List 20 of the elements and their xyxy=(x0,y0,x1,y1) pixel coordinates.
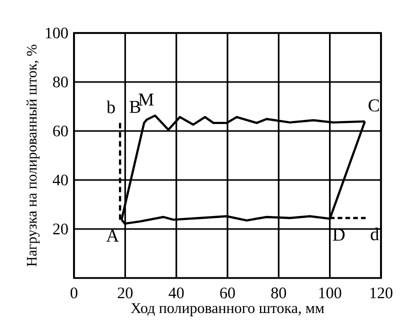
x-tick-label: 0 xyxy=(70,288,78,298)
y-tick-label: 80 xyxy=(53,76,68,88)
x-tick-label: 40 xyxy=(168,288,184,298)
y-tick-label: 40 xyxy=(52,174,68,186)
annotation: B xyxy=(130,100,140,113)
annotation: C xyxy=(368,99,379,112)
annotation: M xyxy=(138,94,154,106)
annotation: A xyxy=(106,230,119,242)
x-axis-title: Ход полированного штока, мм xyxy=(130,303,324,316)
annotation: d xyxy=(370,228,379,240)
y-tick-label: 60 xyxy=(53,126,68,136)
x-tick-label: 100 xyxy=(319,288,342,298)
x-tick-label: 60 xyxy=(220,288,235,298)
annotation: b xyxy=(106,100,115,114)
x-tick-label: 80 xyxy=(271,288,286,298)
y-tick-label: 100 xyxy=(46,28,68,38)
y-axis-title: Нагрузка на полированный шток, % xyxy=(26,44,40,266)
x-tick-label: 20 xyxy=(118,288,133,298)
y-tick-label: 20 xyxy=(53,224,68,234)
x-tick-label: 120 xyxy=(370,288,392,298)
